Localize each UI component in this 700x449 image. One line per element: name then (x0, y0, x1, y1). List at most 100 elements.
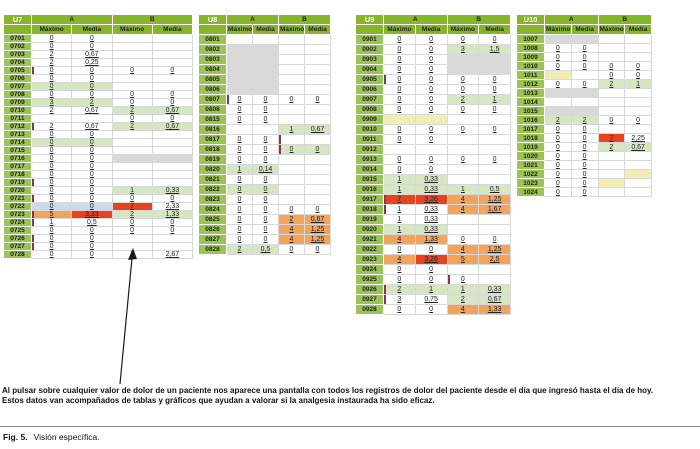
pain-value-cell[interactable]: 5 (446, 254, 480, 265)
pain-value-cell[interactable]: 1,25 (304, 224, 331, 235)
pain-value-cell[interactable]: 0 (111, 90, 153, 99)
pain-value-cell[interactable]: 0 (383, 84, 416, 95)
pain-value-cell[interactable]: 2 (71, 98, 113, 107)
pain-value-cell[interactable]: 0,67 (624, 142, 652, 152)
pain-value-cell[interactable]: 0 (414, 274, 448, 285)
pain-value-cell[interactable]: 1 (383, 174, 416, 185)
pain-value-cell[interactable]: 4 (446, 304, 480, 315)
pain-value-cell[interactable]: 0,33 (478, 284, 511, 295)
pain-value-cell[interactable]: 0 (111, 218, 153, 227)
pain-value-cell[interactable]: 0 (478, 104, 511, 115)
pain-value-cell[interactable]: 0,67 (71, 122, 113, 131)
pain-value-cell[interactable]: 0 (30, 42, 73, 51)
pain-value-cell[interactable]: 0,33 (414, 184, 448, 195)
pain-value-cell[interactable]: 0 (226, 214, 253, 225)
pain-value-cell[interactable]: 0 (111, 194, 153, 203)
pain-value-cell[interactable]: 2 (446, 94, 480, 105)
pain-value-cell[interactable]: 2 (446, 294, 480, 305)
pain-value-cell[interactable]: 0,33 (414, 204, 448, 215)
pain-value-cell[interactable]: 0 (570, 61, 599, 71)
pain-value-cell[interactable]: 0 (383, 134, 416, 145)
pain-value-cell[interactable]: 0,5 (252, 244, 279, 255)
pain-value-cell[interactable]: 0 (252, 194, 279, 205)
pain-value-cell[interactable]: 0 (570, 169, 599, 179)
pain-value-cell[interactable]: 0 (544, 61, 572, 71)
pain-value-cell[interactable]: 0 (71, 74, 113, 83)
pain-value-cell[interactable]: 0 (71, 178, 113, 187)
pain-value-cell[interactable]: 0,33 (414, 224, 448, 235)
pain-value-cell[interactable]: 0 (544, 160, 572, 170)
pain-value-cell[interactable]: 0 (252, 104, 279, 115)
pain-value-cell[interactable]: 0 (383, 34, 416, 45)
pain-value-cell[interactable]: 0 (446, 234, 480, 245)
pain-value-cell[interactable]: 0 (30, 234, 73, 243)
pain-value-cell[interactable]: 0 (570, 151, 599, 161)
pain-value-cell[interactable]: 0 (30, 146, 73, 155)
pain-value-cell[interactable]: 0 (570, 142, 599, 152)
pain-value-cell[interactable]: 0 (383, 124, 416, 135)
pain-value-cell[interactable]: 0 (414, 34, 448, 45)
pain-value-cell[interactable]: 0 (252, 134, 279, 145)
pain-value-cell[interactable]: 1,25 (478, 194, 511, 205)
pain-value-cell[interactable]: 1 (383, 184, 416, 195)
pain-value-cell[interactable]: 0 (30, 138, 73, 147)
pain-value-cell[interactable]: 4 (446, 194, 480, 205)
pain-value-cell[interactable]: 2 (30, 50, 73, 59)
pain-value-cell[interactable]: 0 (383, 274, 416, 285)
pain-value-cell[interactable]: 2,5 (478, 254, 511, 265)
pain-value-cell[interactable]: 0,5 (71, 218, 113, 227)
pain-value-cell[interactable]: 0 (30, 90, 73, 99)
pain-value-cell[interactable]: 0 (570, 124, 599, 134)
pain-value-cell[interactable]: 0 (414, 244, 448, 255)
pain-value-cell[interactable]: 0 (30, 202, 73, 211)
pain-value-cell[interactable]: 0 (624, 61, 652, 71)
pain-value-cell[interactable]: 1,25 (304, 234, 331, 245)
pain-value-cell[interactable]: 4 (278, 234, 305, 245)
pain-value-cell[interactable]: 1 (30, 218, 73, 227)
pain-value-cell[interactable]: 0,67 (151, 122, 194, 131)
pain-value-cell[interactable]: 0 (226, 114, 253, 125)
pain-value-cell[interactable]: 0 (252, 144, 279, 155)
pain-value-cell[interactable]: 0 (478, 84, 511, 95)
pain-value-cell[interactable]: 0 (111, 98, 153, 107)
pain-value-cell[interactable]: 0 (71, 34, 113, 43)
pain-value-cell[interactable]: 2,67 (151, 250, 194, 259)
pain-value-cell[interactable]: 7 (111, 202, 153, 211)
pain-value-cell[interactable]: 0 (71, 162, 113, 171)
pain-value-cell[interactable]: 0 (71, 42, 113, 51)
pain-value-cell[interactable]: 0 (111, 114, 153, 123)
pain-value-cell[interactable]: 0,5 (478, 184, 511, 195)
pain-value-cell[interactable]: 0 (414, 84, 448, 95)
pain-value-cell[interactable]: 0,67 (304, 124, 331, 135)
pain-value-cell[interactable]: 0 (383, 154, 416, 165)
pain-value-cell[interactable]: 0 (544, 187, 572, 197)
pain-value-cell[interactable]: 2,25 (624, 133, 652, 143)
pain-value-cell[interactable]: 0 (226, 94, 253, 105)
pain-value-cell[interactable]: 0 (624, 115, 652, 125)
pain-value-cell[interactable]: 0 (30, 66, 73, 75)
pain-value-cell[interactable]: 0 (30, 242, 73, 251)
pain-value-cell[interactable]: 0 (252, 154, 279, 165)
pain-value-cell[interactable]: 2 (111, 106, 153, 115)
pain-value-cell[interactable]: 0 (414, 124, 448, 135)
pain-value-cell[interactable]: 1 (383, 224, 416, 235)
pain-value-cell[interactable]: 0 (414, 64, 448, 75)
pain-value-cell[interactable]: 0,67 (71, 106, 113, 115)
pain-value-cell[interactable]: 2 (383, 284, 416, 295)
pain-value-cell[interactable]: 0 (304, 244, 331, 255)
pain-value-cell[interactable]: 1,33 (151, 210, 194, 219)
pain-value-cell[interactable]: 3 (383, 294, 416, 305)
pain-value-cell[interactable]: 0 (383, 104, 416, 115)
pain-value-cell[interactable]: 0 (71, 146, 113, 155)
pain-value-cell[interactable]: 0 (383, 74, 416, 85)
pain-value-cell[interactable]: 0 (252, 204, 279, 215)
pain-value-cell[interactable]: 0 (252, 214, 279, 225)
pain-value-cell[interactable]: 0 (304, 204, 331, 215)
pain-value-cell[interactable]: 0 (597, 61, 626, 71)
pain-value-cell[interactable]: 0 (478, 234, 511, 245)
pain-value-cell[interactable]: 0 (414, 74, 448, 85)
pain-value-cell[interactable]: 0 (478, 154, 511, 165)
pain-value-cell[interactable]: 0 (478, 74, 511, 85)
pain-value-cell[interactable]: 1,33 (414, 234, 448, 245)
pain-value-cell[interactable]: 2 (226, 244, 253, 255)
